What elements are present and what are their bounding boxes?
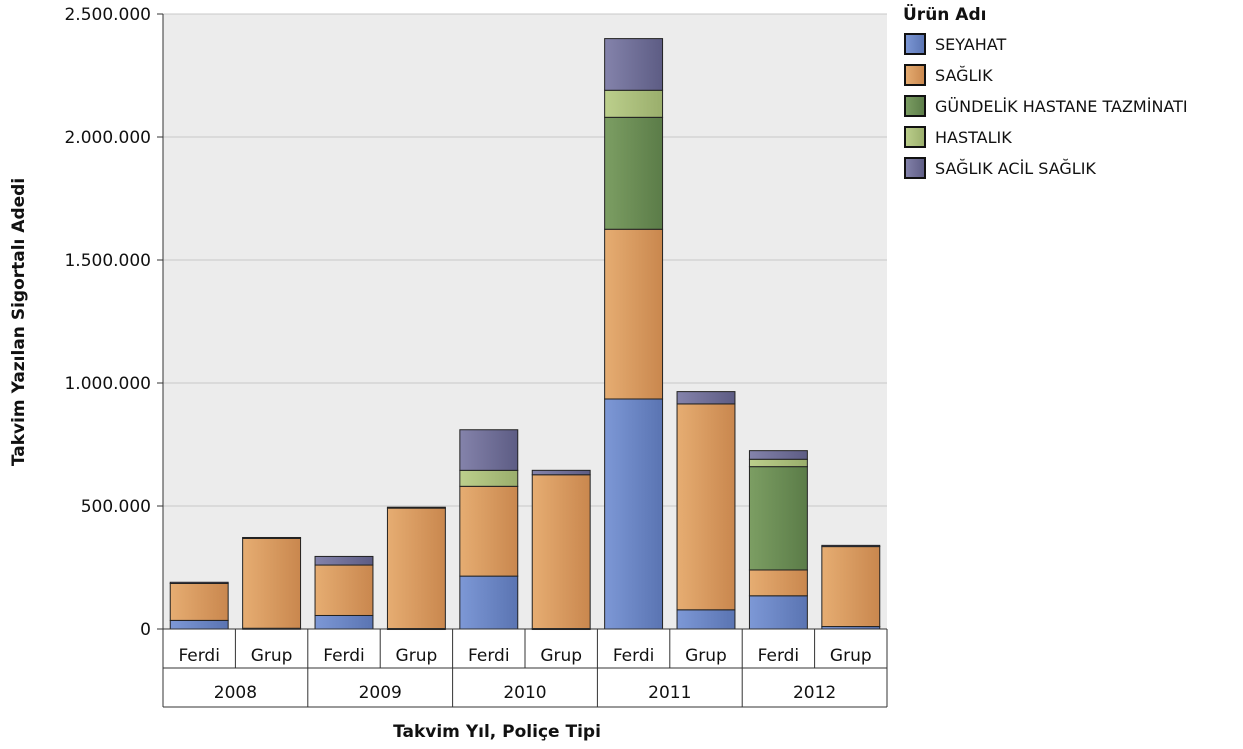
legend-label: SEYAHAT [935,35,1006,54]
legend-swatch [904,64,926,86]
x-year-label: 2009 [359,683,402,703]
bar-segment [459,575,519,630]
legend-swatch [904,157,926,179]
bar-segment [676,403,736,611]
legend: Ürün Adı SEYAHAT SAĞLIK GÜNDELİK HASTANE T… [903,3,1188,179]
x-category-label: Ferdi [468,646,510,666]
legend-label: GÜNDELİK HASTANE TAZMİNATI [935,97,1188,116]
bar-segment [386,507,446,630]
x-category-label: Grup [830,646,872,666]
bar-segment [531,474,591,630]
bar-segment [531,469,591,476]
legend-items: SEYAHAT SAĞLIK GÜNDELİK HASTANE TAZMİNATI H… [904,33,1188,179]
bar-segment [748,458,808,468]
y-tick-label: 2.000.000 [64,128,151,148]
x-year-label: 2012 [793,683,836,703]
x-category-label: Ferdi [178,646,220,666]
bar-segment [748,450,808,460]
y-tick-label: 500.000 [81,497,151,517]
x-category-label: Ferdi [323,646,365,666]
x-category-label: Grup [396,646,438,666]
bar-segment [748,569,808,597]
x-axis-table: Ferdi Grup Ferdi Grup Ferdi Grup Ferdi Grup Ferd… [162,628,888,708]
y-axis-ticks: 0 500.000 1.000.000 1.500.000 2.000.000 2.500… [64,5,164,640]
bar-segment [604,38,664,91]
bar-segment [748,595,808,630]
legend-swatch [904,95,926,117]
bar-segment [821,544,881,548]
bar-segment [386,506,446,509]
x-category-label: Grup [685,646,727,666]
y-tick-label: 0 [140,620,151,640]
x-year-label: 2010 [503,683,546,703]
bar-segment [459,485,519,577]
bar-segment [604,398,664,630]
bar-segment [676,609,736,630]
bar-segment [314,564,374,616]
bar-segment [604,116,664,230]
legend-label: SAĞLIK [935,66,993,85]
legend-label: HASTALIK [935,128,1012,147]
bar-segment [676,391,736,405]
x-category-label: Grup [251,646,293,666]
y-axis-title: Takvim Yazılan Sigortalı Adedi [9,178,29,466]
y-tick-label: 1.000.000 [64,374,151,394]
legend-swatch [904,126,926,148]
bar-segment [821,546,881,628]
x-category-label: Ferdi [613,646,655,666]
bar-segment [459,429,519,471]
x-year-label: 2011 [648,683,691,703]
bar-segment [459,469,519,487]
bar-segment [748,466,808,571]
bar-segment [242,537,302,629]
bar-segment [314,555,374,566]
x-year-label: 2008 [214,683,257,703]
bar-segment [169,619,229,630]
bar-segment [604,89,664,118]
x-axis-title: Takvim Yıl, Poliçe Tipi [393,722,601,742]
bar-segment [314,614,374,630]
legend-label: SAĞLIK ACİL SAĞLIK [935,159,1096,178]
x-category-label: Grup [540,646,582,666]
bar-segment [242,536,302,539]
legend-swatch [904,33,926,55]
y-tick-label: 2.500.000 [64,5,151,25]
y-tick-label: 1.500.000 [64,251,151,271]
x-category-label: Ferdi [758,646,800,666]
bar-segment [169,582,229,621]
legend-title: Ürün Adı [903,3,986,25]
bar-segment [169,581,229,584]
bar-segment [604,228,664,400]
